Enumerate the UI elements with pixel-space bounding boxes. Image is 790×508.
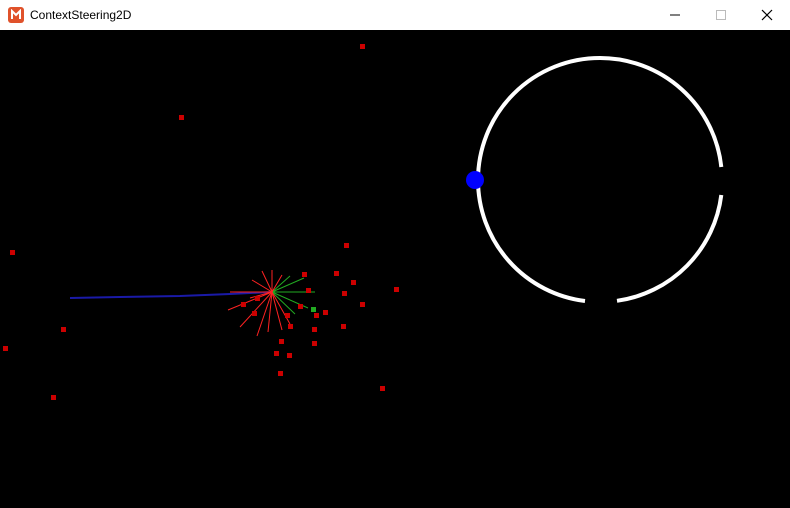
ring-arc-bottom-left bbox=[476, 179, 586, 303]
obstacle bbox=[312, 341, 317, 346]
obstacle bbox=[278, 371, 283, 376]
obstacle bbox=[285, 313, 290, 318]
ray bbox=[271, 277, 305, 293]
obstacle bbox=[279, 339, 284, 344]
obstacles bbox=[3, 44, 399, 400]
title-bar: ContextSteering2D bbox=[0, 0, 790, 30]
obstacle bbox=[287, 353, 292, 358]
target-green bbox=[311, 307, 316, 312]
obstacle bbox=[51, 395, 56, 400]
close-icon bbox=[761, 9, 773, 21]
obstacle bbox=[179, 115, 184, 120]
obstacle bbox=[3, 346, 8, 351]
obstacle bbox=[312, 327, 317, 332]
ring bbox=[476, 56, 724, 303]
obstacle bbox=[314, 313, 319, 318]
agent-trail bbox=[69, 291, 273, 299]
monogame-icon bbox=[8, 7, 24, 23]
obstacle bbox=[394, 287, 399, 292]
obstacle bbox=[323, 310, 328, 315]
obstacle bbox=[351, 280, 356, 285]
window-controls bbox=[652, 0, 790, 30]
ray bbox=[249, 291, 273, 299]
ray bbox=[271, 291, 291, 325]
ray bbox=[256, 291, 273, 337]
ray bbox=[271, 291, 283, 331]
ray bbox=[227, 291, 273, 311]
obstacle bbox=[61, 327, 66, 332]
obstacle bbox=[306, 288, 311, 293]
scene-svg bbox=[3, 44, 724, 400]
maximize-icon bbox=[716, 10, 726, 20]
ray bbox=[271, 274, 283, 293]
steering-rays bbox=[227, 270, 315, 337]
ray bbox=[271, 291, 296, 315]
obstacle bbox=[298, 304, 303, 309]
obstacle bbox=[334, 271, 339, 276]
obstacle bbox=[288, 324, 293, 329]
obstacle bbox=[10, 250, 15, 255]
obstacle bbox=[341, 324, 346, 329]
obstacle bbox=[241, 302, 246, 307]
ray bbox=[239, 291, 273, 328]
maximize-button[interactable] bbox=[698, 0, 744, 30]
minimize-icon bbox=[670, 14, 680, 16]
agent-blue bbox=[466, 171, 484, 189]
ring-arc-right-lower bbox=[616, 194, 724, 303]
ray bbox=[251, 279, 273, 293]
obstacle bbox=[344, 243, 349, 248]
ray bbox=[271, 275, 291, 293]
obstacle bbox=[360, 302, 365, 307]
obstacle bbox=[252, 311, 257, 316]
ray bbox=[261, 270, 273, 293]
ray bbox=[267, 291, 273, 333]
obstacle bbox=[342, 291, 347, 296]
window-title: ContextSteering2D bbox=[30, 8, 132, 22]
game-canvas[interactable] bbox=[0, 30, 790, 508]
obstacle bbox=[360, 44, 365, 49]
obstacle bbox=[255, 296, 260, 301]
obstacle bbox=[302, 272, 307, 277]
close-button[interactable] bbox=[744, 0, 790, 30]
ring-arc-top-right bbox=[599, 56, 724, 168]
obstacle bbox=[274, 351, 279, 356]
obstacle bbox=[380, 386, 385, 391]
ring-arc-top-left bbox=[476, 56, 601, 181]
minimize-button[interactable] bbox=[652, 0, 698, 30]
